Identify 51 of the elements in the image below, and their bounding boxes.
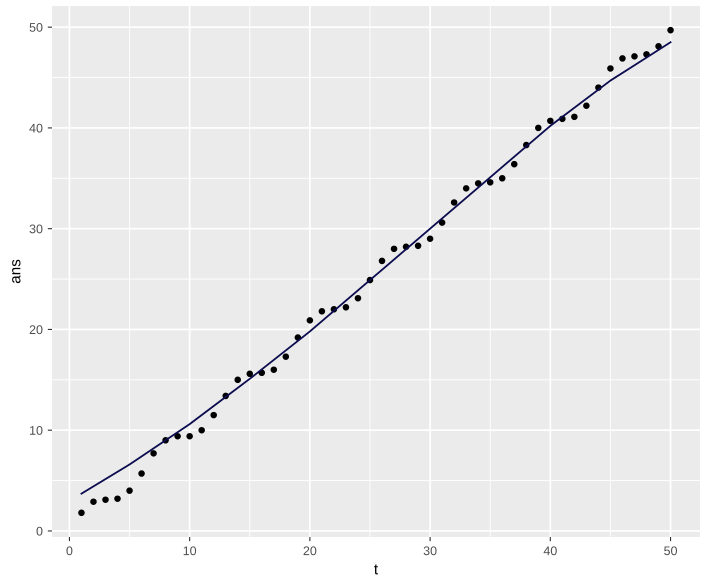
point	[619, 55, 626, 62]
x-tick-label: 40	[544, 546, 557, 556]
point	[78, 510, 85, 516]
y-tick-label: 50	[30, 22, 42, 32]
point	[486, 179, 494, 186]
point	[631, 53, 638, 60]
point	[174, 432, 181, 440]
point	[210, 412, 217, 418]
point	[667, 26, 674, 34]
point	[535, 124, 542, 132]
x-axis-title: t	[374, 564, 378, 574]
point	[306, 317, 314, 324]
point	[138, 470, 145, 477]
point	[547, 118, 554, 124]
point	[583, 102, 590, 110]
point	[150, 450, 157, 457]
point	[270, 366, 278, 373]
point	[114, 495, 121, 502]
point	[607, 65, 614, 72]
point	[126, 487, 133, 494]
point	[318, 308, 326, 315]
point	[198, 426, 205, 434]
point	[234, 376, 241, 384]
point	[90, 498, 97, 505]
point	[390, 246, 398, 252]
x-tick-label: 20	[304, 546, 316, 556]
point	[511, 160, 518, 168]
y-tick-label: 20	[30, 325, 42, 334]
y-tick-label: 40	[29, 124, 42, 133]
x-tick-label: 0	[66, 546, 72, 556]
point	[571, 114, 578, 120]
point	[186, 432, 193, 440]
x-tick-label: 50	[664, 546, 678, 556]
line-series	[80, 41, 672, 495]
x-tick-label: 10	[184, 546, 196, 556]
point	[450, 199, 458, 206]
y-tick-label: 10	[30, 426, 42, 435]
x-tick-label: 30	[424, 546, 437, 556]
point	[102, 496, 109, 503]
point	[414, 242, 422, 250]
point	[498, 175, 506, 182]
point	[426, 235, 434, 242]
y-axis-title: ans	[12, 260, 20, 284]
point	[462, 185, 470, 192]
y-tick-label: 30	[30, 224, 42, 234]
point	[354, 294, 362, 302]
y-tick-label: 0	[36, 526, 42, 536]
point	[282, 353, 290, 360]
point	[246, 370, 254, 378]
point	[378, 258, 386, 264]
point	[342, 304, 350, 311]
